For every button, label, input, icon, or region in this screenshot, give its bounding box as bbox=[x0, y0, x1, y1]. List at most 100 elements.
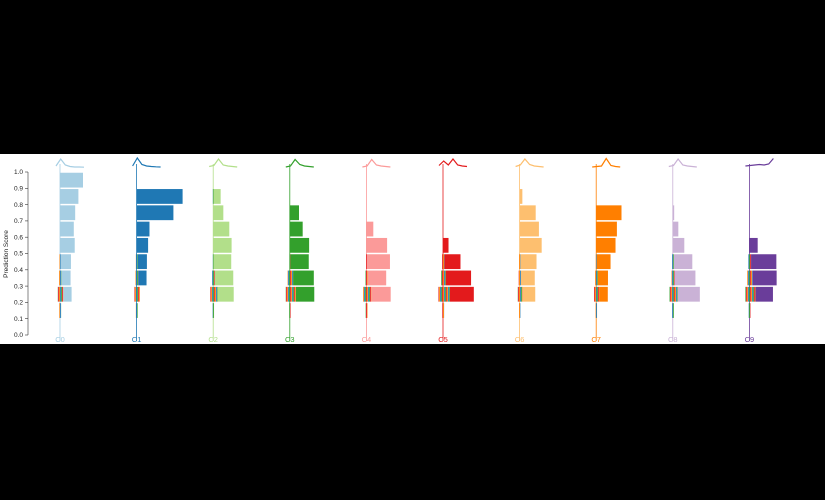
other-class-stripe-bar bbox=[59, 254, 61, 270]
other-class-stripe-bar bbox=[747, 270, 753, 286]
y-tick-label: 0.3 bbox=[14, 283, 23, 290]
score-bar bbox=[677, 286, 700, 302]
other-class-stripe-bar bbox=[745, 286, 756, 302]
score-bar bbox=[443, 237, 449, 253]
score-bar bbox=[138, 270, 147, 286]
score-bar bbox=[672, 205, 675, 221]
class-sparkline bbox=[132, 156, 161, 168]
score-bar bbox=[60, 254, 71, 270]
score-bar bbox=[136, 221, 150, 237]
other-class-stripe-bar bbox=[289, 303, 291, 318]
y-tick-label: 1.0 bbox=[14, 169, 23, 176]
other-class-stripe-bar bbox=[212, 254, 214, 270]
class-column-c0: C0 bbox=[55, 157, 85, 344]
score-bar bbox=[519, 237, 542, 253]
y-tick-label: 0.5 bbox=[14, 251, 23, 258]
y-tick-label: 0.9 bbox=[14, 186, 23, 193]
y-tick-label: 0.2 bbox=[14, 300, 23, 307]
score-bar bbox=[60, 189, 79, 204]
class-label: C7 bbox=[591, 335, 601, 344]
score-bar bbox=[137, 254, 147, 270]
score-bar bbox=[519, 205, 536, 221]
score-bar bbox=[596, 221, 617, 237]
other-class-stripe-bar bbox=[210, 286, 218, 302]
class-label: C8 bbox=[668, 335, 678, 344]
score-bar bbox=[289, 221, 303, 237]
class-label: C9 bbox=[745, 335, 755, 344]
score-bar bbox=[213, 189, 221, 204]
other-class-stripe-bar bbox=[593, 286, 600, 302]
class-label: C2 bbox=[208, 335, 218, 344]
other-class-stripe-bar bbox=[441, 270, 446, 286]
score-bar bbox=[366, 221, 374, 237]
other-class-stripe-bar bbox=[517, 286, 523, 302]
score-bar bbox=[519, 189, 523, 204]
other-class-stripe-bar bbox=[363, 286, 372, 302]
score-bar bbox=[63, 286, 72, 302]
score-bar bbox=[136, 189, 183, 204]
chart-panel: 0.0 0.1 0.2 0.3 0.4 0.5 0.6 0.7 0.8 0.9 1.0 Predic… bbox=[0, 154, 825, 344]
score-bar bbox=[522, 286, 536, 302]
score-bar bbox=[672, 221, 679, 237]
score-bar bbox=[213, 221, 230, 237]
other-class-stripe-bar bbox=[57, 286, 64, 302]
class-column-c3: C3 bbox=[285, 158, 315, 344]
class-columns: C0 C1 C2 C3 C4 C5 C6 C7 C8 C9 bbox=[55, 156, 777, 344]
score-bar bbox=[674, 270, 696, 286]
other-class-stripe-bar bbox=[748, 254, 752, 270]
other-class-stripe-bar bbox=[366, 254, 367, 270]
other-class-stripe-bar bbox=[595, 254, 597, 270]
class-sparkline bbox=[592, 157, 621, 168]
class-sparkline bbox=[285, 158, 314, 168]
class-label: C1 bbox=[132, 335, 142, 344]
score-bar bbox=[60, 221, 74, 237]
other-class-stripe-bar bbox=[595, 303, 598, 318]
class-column-c8: C8 bbox=[668, 157, 700, 344]
other-class-stripe-bar bbox=[518, 270, 521, 286]
class-sparkline bbox=[515, 158, 544, 168]
other-class-stripe-bar bbox=[135, 254, 138, 270]
score-bar bbox=[445, 270, 472, 286]
score-bar bbox=[371, 286, 391, 302]
class-sparkline bbox=[668, 157, 697, 168]
class-column-c4: C4 bbox=[362, 158, 391, 344]
score-bar bbox=[213, 237, 232, 253]
class-column-c5: C5 bbox=[438, 158, 474, 344]
score-bar bbox=[366, 254, 390, 270]
class-label: C5 bbox=[438, 335, 448, 344]
other-class-stripe-bar bbox=[287, 270, 294, 286]
class-sparkline bbox=[209, 157, 238, 168]
other-class-stripe-bar bbox=[212, 303, 215, 318]
other-class-stripe-bar bbox=[212, 189, 214, 204]
score-bar bbox=[367, 270, 387, 286]
class-column-c9: C9 bbox=[745, 158, 777, 344]
y-axis: 0.0 0.1 0.2 0.3 0.4 0.5 0.6 0.7 0.8 0.9 1.0 bbox=[14, 169, 29, 339]
other-class-stripe-bar bbox=[442, 303, 445, 318]
score-bar bbox=[217, 286, 234, 302]
other-class-stripe-bar bbox=[59, 270, 62, 286]
score-bar bbox=[136, 237, 149, 253]
other-class-stripe-bar bbox=[59, 303, 62, 318]
other-class-stripe-bar bbox=[289, 254, 291, 270]
other-class-stripe-bar bbox=[672, 254, 674, 270]
other-class-stripe-bar bbox=[669, 286, 678, 302]
class-column-c1: C1 bbox=[132, 156, 183, 344]
class-sparkline bbox=[55, 157, 85, 168]
score-bar bbox=[673, 254, 693, 270]
class-label: C0 bbox=[55, 335, 65, 344]
other-class-stripe-bar bbox=[135, 270, 139, 286]
class-label: C3 bbox=[285, 335, 295, 344]
other-class-stripe-bar bbox=[135, 303, 138, 318]
score-bar bbox=[444, 254, 461, 270]
class-sparkline bbox=[745, 158, 774, 167]
other-class-stripe-bar bbox=[748, 303, 751, 318]
other-class-stripe-bar bbox=[365, 303, 368, 318]
y-tick-label: 0.0 bbox=[14, 332, 23, 339]
score-bar bbox=[520, 270, 535, 286]
score-bar bbox=[672, 237, 685, 253]
score-bar bbox=[751, 254, 777, 270]
score-bar bbox=[60, 205, 76, 221]
other-class-stripe-bar bbox=[595, 270, 598, 286]
other-class-stripe-bar bbox=[519, 254, 521, 270]
score-bar bbox=[596, 237, 616, 253]
